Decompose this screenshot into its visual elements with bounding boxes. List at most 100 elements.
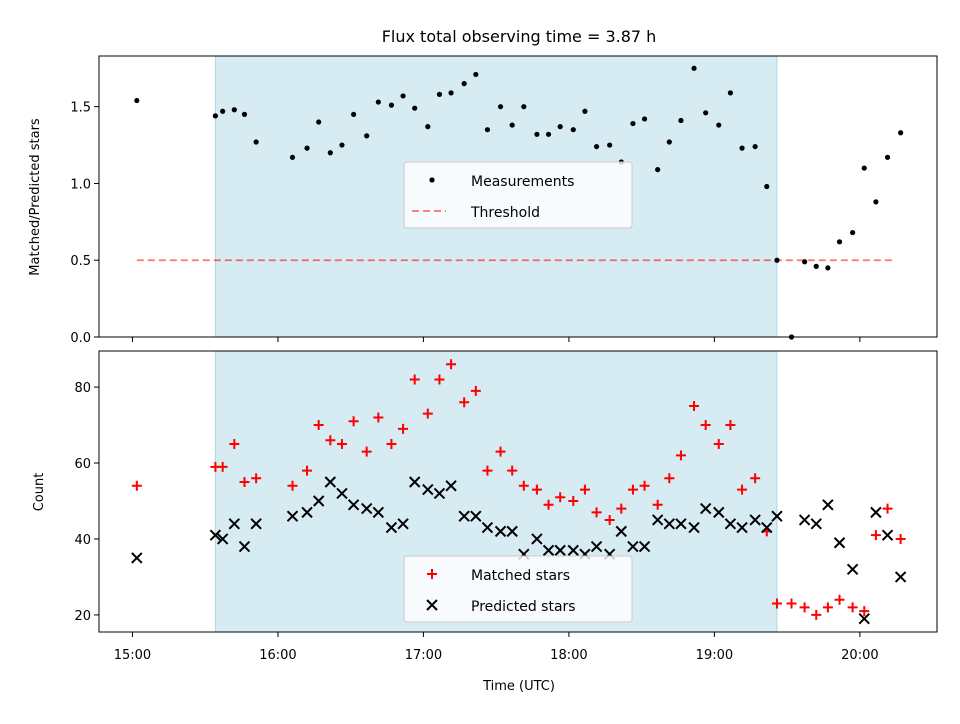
matched-stars-point [750,473,761,484]
predicted-stars-point [675,518,687,530]
measurement-point [339,142,345,148]
measurement-point [630,120,636,127]
predicted-stars-point [481,521,494,534]
predicted-stars-point [372,506,385,519]
predicted-stars-point [433,487,446,500]
matched-stars-point [579,484,590,495]
predicted-stars-point [627,540,639,553]
measurement-point [484,127,491,133]
matched-stars-point [725,420,736,431]
predicted-stars-point [798,514,811,526]
measurement-point [582,108,588,114]
measurement-point [375,99,381,105]
measurement-point [134,97,140,104]
measurement-point [593,143,600,150]
predicted-stars-point [749,514,761,526]
measurement-point [425,124,431,130]
matched-stars-point [336,439,347,450]
y-tick-label: 1.0 [70,177,91,192]
top-y-axis-label: Matched/Predicted stars [28,118,43,276]
measurement-point [727,90,734,96]
bottom-y-axis-label: Count [32,473,47,512]
measurement-point [400,93,406,99]
matched-stars-point [313,420,324,431]
predicted-stars-point [894,571,907,583]
matched-stars-point [386,439,397,450]
predicted-stars-point [397,518,409,530]
bottom-panel: 20 40 60 80 15:00 16:00 17:00 18:00 19:00 20:00 Ma… [74,350,938,663]
predicted-stars-point [470,510,482,522]
measurement-point [607,142,613,148]
predicted-stars-point [771,510,783,522]
legend: Measurements Threshold [403,161,633,229]
measurement-point [220,108,226,114]
measurement-point [884,154,891,160]
measurement-point [545,131,552,137]
matched-stars-point [627,484,638,495]
measurement-point [448,90,454,96]
measurement-point [898,130,904,136]
measurement-point [873,199,879,205]
measurement-point [253,139,259,145]
measurement-point [461,81,467,87]
measurement-point [412,105,418,111]
matched-stars-point [822,602,833,613]
y-tick-label: 40 [74,533,91,548]
matched-stars-point [689,401,700,412]
matched-stars-point [373,412,384,423]
predicted-stars-point [724,518,737,530]
matched-stars-point [470,385,481,396]
matched-stars-point [834,594,845,605]
predicted-stars-point [736,521,748,534]
x-tick-label: 17:00 [405,648,442,663]
matched-stars-point [251,473,262,484]
measurement-point [534,131,540,137]
predicted-stars-point [216,533,229,545]
legend-box [403,161,633,229]
predicted-stars-point [810,518,822,530]
predicted-stars-point [228,518,241,530]
matched-stars-point [287,480,298,491]
matched-stars-point [239,477,250,488]
matched-stars-point [543,499,554,510]
matched-stars-point [459,397,470,408]
matched-stars-point [325,435,336,446]
measurement-point [678,117,684,124]
measurement-point [825,265,831,271]
y-tick-label: 0.5 [70,254,91,269]
y-tick-label: 80 [74,381,91,396]
matched-stars-point [700,420,711,431]
measurement-point [813,263,819,269]
matched-stars-point [882,503,893,514]
predicted-stars-point [336,487,348,500]
matched-stars-point [786,598,797,609]
matched-stars-point [604,514,615,525]
matched-stars-point [737,484,748,495]
predicted-stars-point [131,552,143,564]
legend-marker-measurements [429,177,435,183]
predicted-stars-point [590,540,603,553]
matched-stars-point [446,359,457,370]
predicted-stars-point [713,506,725,519]
matched-stars-point [555,492,566,503]
predicted-stars-point [360,502,373,515]
matched-stars-point [302,465,313,476]
measurement-point [716,122,722,128]
predicted-stars-point [301,506,313,519]
predicted-stars-point [238,540,251,553]
measurement-point [739,145,745,151]
legend-label: Measurements [471,174,574,190]
measurement-point [774,257,780,263]
measurement-point [509,122,515,128]
x-tick-label: 20:00 [841,648,878,663]
measurement-point [691,65,697,71]
measurement-point [570,127,576,133]
x-tick-label: 18:00 [550,648,587,663]
legend-box [403,555,633,623]
measurement-point [752,143,758,150]
chart-title: Flux total observing time = 3.87 h [382,27,657,46]
predicted-stars-point [833,537,846,549]
predicted-stars-point [846,563,859,576]
predicted-stars-point [494,525,507,538]
